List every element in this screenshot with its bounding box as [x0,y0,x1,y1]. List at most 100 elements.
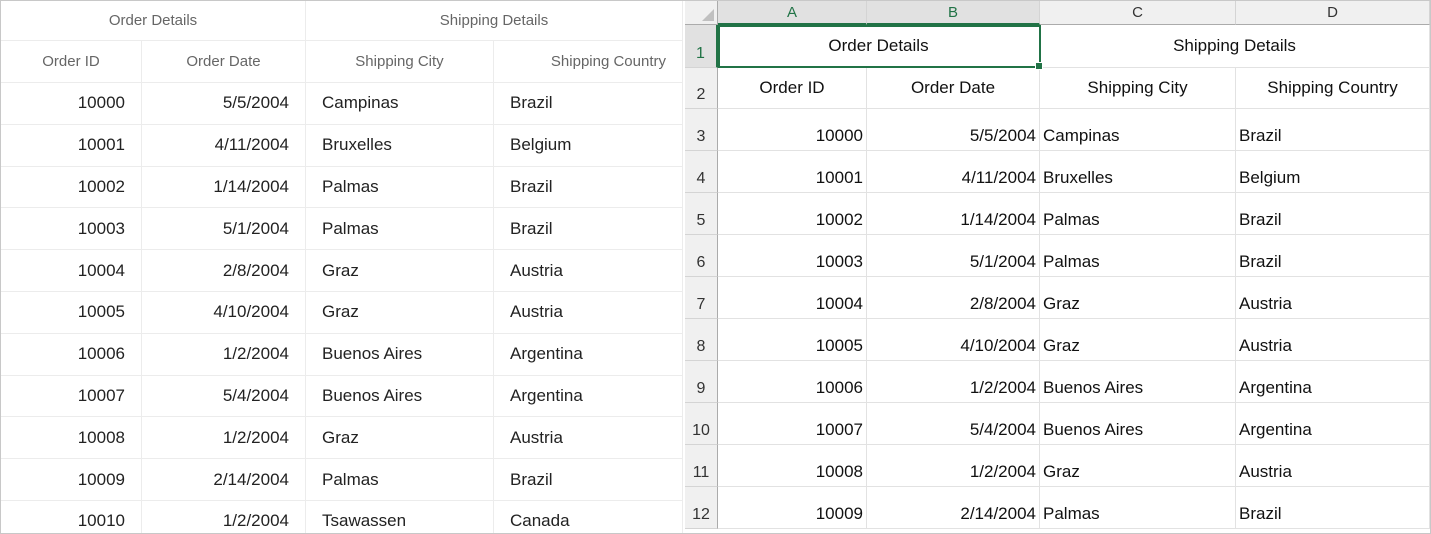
row-header-10[interactable]: 10 [685,403,718,445]
table-cell[interactable]: 10009 [1,459,142,500]
table-cell[interactable]: 5/4/2004 [142,375,306,417]
row-header-9[interactable]: 9 [685,361,718,403]
row-header-8[interactable]: 8 [685,319,718,361]
sheet-cell[interactable]: Buenos Aires [1040,361,1236,403]
sheet-cell[interactable]: 10000 [718,109,867,151]
table-cell[interactable]: 10000 [1,83,142,124]
row-header-4[interactable]: 4 [685,151,718,193]
sheet-cell[interactable]: Brazil [1236,235,1430,277]
table-cell[interactable]: 10004 [1,250,142,291]
sheet-cell[interactable]: 5/5/2004 [867,109,1040,151]
table-cell[interactable]: Argentina [494,333,683,375]
column-header-d[interactable]: D [1236,1,1430,25]
sheet-cell[interactable]: 1/2/2004 [867,361,1040,403]
select-all-corner[interactable] [685,1,718,25]
table-cell[interactable]: 4/10/2004 [142,292,306,333]
sheet-cell[interactable]: Argentina [1236,403,1430,445]
table-cell[interactable]: 1/14/2004 [142,166,306,208]
table-cell[interactable]: Brazil [494,459,683,500]
table-cell[interactable]: Campinas [306,83,494,124]
sheet-cell[interactable]: 2/14/2004 [867,487,1040,529]
table-cell[interactable]: Palmas [306,459,494,500]
table-cell[interactable]: 10005 [1,292,142,333]
sheet-cell[interactable]: 10005 [718,319,867,361]
sheet-cell[interactable]: 5/1/2004 [867,235,1040,277]
sheet-cell[interactable]: 2/8/2004 [867,277,1040,319]
table-row[interactable]: 10002 1/14/2004 Palmas Brazil [1,166,683,209]
sheet-cell[interactable]: Campinas [1040,109,1236,151]
row-header-11[interactable]: 11 [685,445,718,487]
header-cell[interactable]: Shipping Country [1236,68,1430,109]
table-row[interactable]: 10008 1/2/2004 Graz Austria [1,417,683,460]
sheet-cell[interactable]: 4/11/2004 [867,151,1040,193]
row-header-2[interactable]: 2 [685,68,718,109]
sheet-cell[interactable]: 10007 [718,403,867,445]
merged-cell-shipping-details[interactable]: Shipping Details [1040,25,1430,68]
column-header[interactable]: Shipping Country [494,41,683,82]
sheet-cell[interactable]: Austria [1236,319,1430,361]
table-cell[interactable]: Austria [494,417,683,459]
sheet-cell[interactable]: 10002 [718,193,867,235]
column-header[interactable]: Order Date [142,41,306,82]
table-cell[interactable]: Graz [306,292,494,333]
table-row[interactable]: 10007 5/4/2004 Buenos Aires Argentina [1,375,683,418]
table-cell[interactable]: Austria [494,250,683,291]
sheet-cell[interactable]: Buenos Aires [1040,403,1236,445]
table-cell[interactable]: Graz [306,250,494,291]
header-cell[interactable]: Order ID [718,68,867,109]
table-cell[interactable]: Belgium [494,124,683,166]
sheet-cell[interactable]: 10001 [718,151,867,193]
row-header-7[interactable]: 7 [685,277,718,319]
row-header-3[interactable]: 3 [685,109,718,151]
table-cell[interactable]: Brazil [494,208,683,250]
row-header-12[interactable]: 12 [685,487,718,529]
sheet-cell[interactable]: 5/4/2004 [867,403,1040,445]
column-header-b[interactable]: B [867,1,1040,25]
table-row[interactable]: 10001 4/11/2004 Bruxelles Belgium [1,124,683,167]
table-row[interactable]: 10000 5/5/2004 Campinas Brazil [1,83,683,125]
sheet-cell[interactable]: 10008 [718,445,867,487]
sheet-cell[interactable]: Austria [1236,277,1430,319]
sheet-cell[interactable]: 1/14/2004 [867,193,1040,235]
table-cell[interactable]: Brazil [494,83,683,124]
sheet-cell[interactable]: 10003 [718,235,867,277]
header-cell[interactable]: Order Date [867,68,1040,109]
table-row[interactable]: 10004 2/8/2004 Graz Austria [1,250,683,292]
table-cell[interactable]: 10001 [1,124,142,166]
sheet-cell[interactable]: Graz [1040,445,1236,487]
table-row[interactable]: 10006 1/2/2004 Buenos Aires Argentina [1,333,683,376]
sheet-cell[interactable]: Austria [1236,445,1430,487]
sheet-cell[interactable]: Palmas [1040,235,1236,277]
table-cell[interactable]: Palmas [306,208,494,250]
table-cell[interactable]: 5/5/2004 [142,83,306,124]
table-row[interactable]: 10010 1/2/2004 Tsawassen Canada [1,501,683,533]
sheet-cell[interactable]: 4/10/2004 [867,319,1040,361]
table-cell[interactable]: Tsawassen [306,501,494,533]
sheet-cell[interactable]: Graz [1040,319,1236,361]
table-cell[interactable]: Palmas [306,166,494,208]
sheet-cell[interactable]: 10004 [718,277,867,319]
table-cell[interactable]: Argentina [494,375,683,417]
column-header[interactable]: Order ID [1,41,142,82]
column-header-c[interactable]: C [1040,1,1236,25]
table-row[interactable]: 10005 4/10/2004 Graz Austria [1,292,683,334]
sheet-cell[interactable]: Belgium [1236,151,1430,193]
table-cell[interactable]: 5/1/2004 [142,208,306,250]
table-cell[interactable]: Bruxelles [306,124,494,166]
row-header-1[interactable]: 1 [685,25,718,68]
table-cell[interactable]: 2/8/2004 [142,250,306,291]
sheet-cell[interactable]: 10006 [718,361,867,403]
table-cell[interactable]: 1/2/2004 [142,501,306,533]
table-cell[interactable]: 10008 [1,417,142,459]
column-header[interactable]: Shipping City [306,41,494,82]
table-row[interactable]: 10003 5/1/2004 Palmas Brazil [1,208,683,251]
table-row[interactable]: 10009 2/14/2004 Palmas Brazil [1,459,683,501]
row-header-5[interactable]: 5 [685,193,718,235]
header-cell[interactable]: Shipping City [1040,68,1236,109]
column-header-a[interactable]: A [718,1,867,25]
row-header-6[interactable]: 6 [685,235,718,277]
table-cell[interactable]: Brazil [494,166,683,208]
sheet-cell[interactable]: 1/2/2004 [867,445,1040,487]
table-cell[interactable]: 1/2/2004 [142,417,306,459]
table-cell[interactable]: Canada [494,501,683,533]
